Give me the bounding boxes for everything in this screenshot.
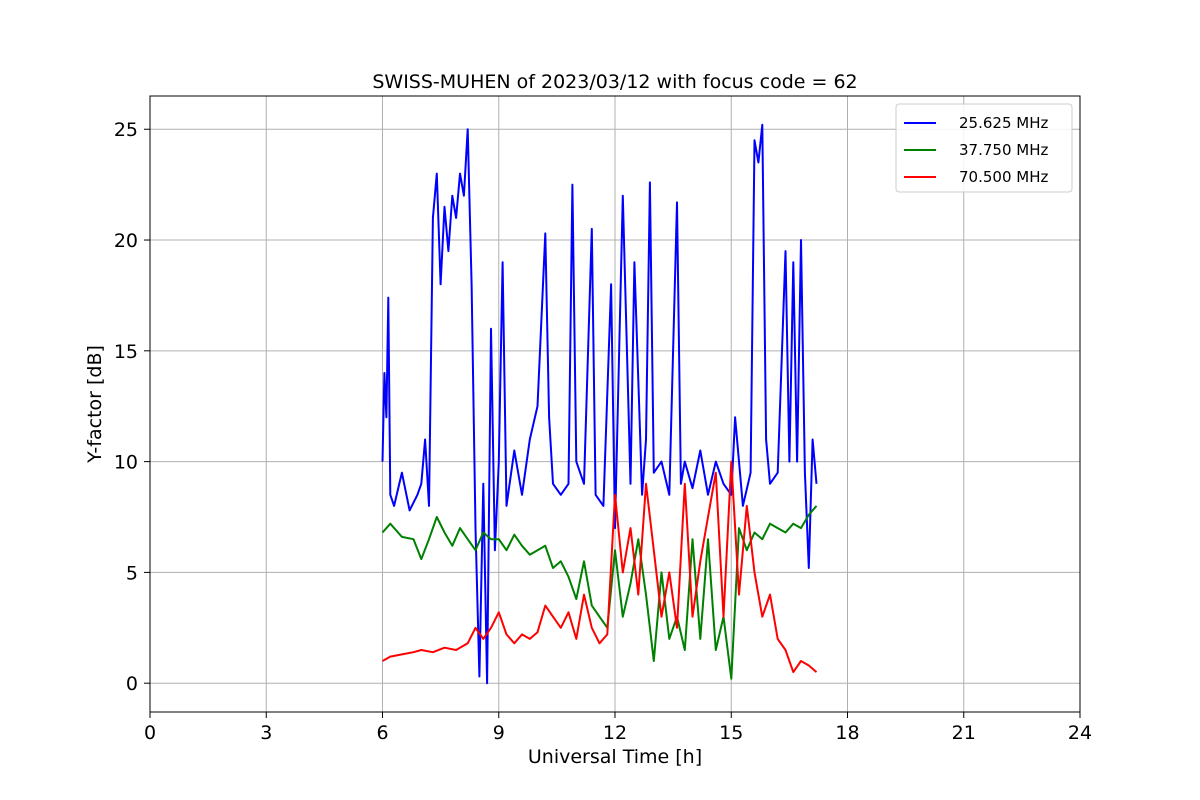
y-tick-label: 5 [126, 562, 138, 584]
y-tick-label: 25 [114, 119, 138, 141]
y-tick-label: 10 [114, 452, 138, 474]
x-tick-label: 18 [835, 722, 859, 744]
plot-area [381, 123, 818, 685]
x-tick-label: 0 [144, 722, 156, 744]
chart-title: SWISS-MUHEN of 2023/03/12 with focus cod… [372, 71, 857, 93]
x-tick-label: 9 [493, 722, 505, 744]
legend-box [895, 103, 1073, 193]
x-tick-label: 21 [952, 722, 976, 744]
legend: 25.625 MHz 37.750 MHz 70.500 MHz [895, 103, 1073, 193]
y-tick-label: 15 [114, 341, 138, 363]
series-line-2 [381, 505, 818, 680]
x-tick-label: 6 [376, 722, 388, 744]
x-axis-label: Universal Time [h] [528, 746, 702, 768]
legend-label: 70.500 MHz [959, 168, 1048, 186]
y-tick-label: 20 [114, 230, 138, 252]
legend-label: 25.625 MHz [959, 114, 1048, 132]
y-axis-label: Y-factor [dB] [84, 345, 106, 464]
series-line-1 [381, 123, 818, 685]
x-tick-label: 15 [719, 722, 743, 744]
legend-label: 37.750 MHz [959, 141, 1048, 159]
series-line-3 [382, 460, 818, 674]
x-tick-label: 12 [603, 722, 627, 744]
y-tick-label: 0 [126, 673, 138, 695]
axes: 0 3 6 9 12 15 18 21 24 0 5 10 15 20 25 [114, 119, 1092, 744]
x-tick-label: 3 [260, 722, 272, 744]
x-tick-label: 24 [1068, 722, 1092, 744]
